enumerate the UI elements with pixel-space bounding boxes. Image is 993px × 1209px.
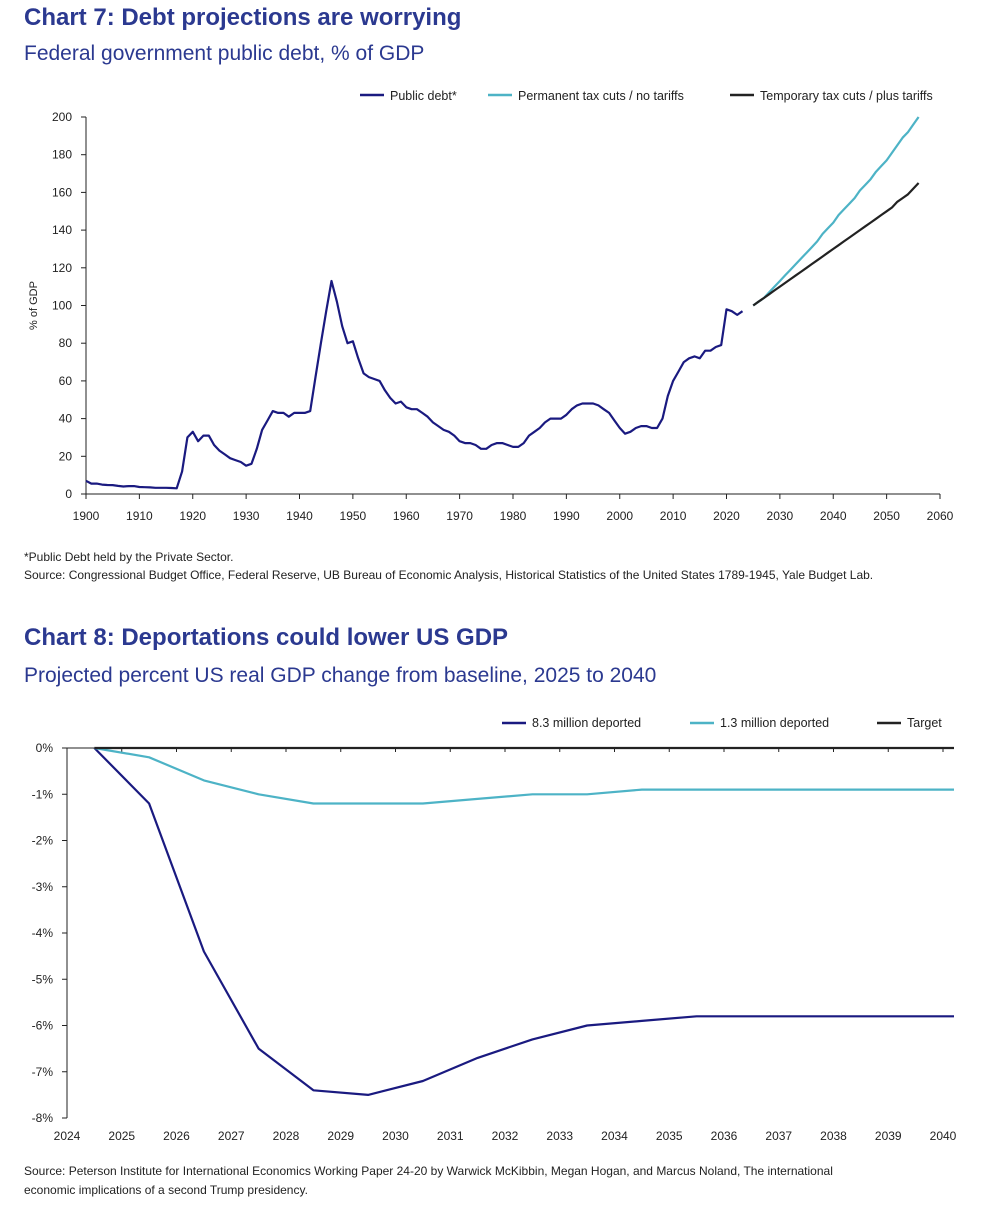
- chart7-subtitle: Federal government public debt, % of GDP: [24, 42, 425, 65]
- legend-label: 8.3 million deported: [532, 716, 641, 730]
- series-line-1: [85, 279, 744, 490]
- chart8-title: Chart 8: Deportations could lower US GDP: [24, 624, 509, 651]
- y-tick-label: 140: [52, 223, 72, 237]
- x-tick-label: 1950: [340, 509, 367, 523]
- y-tick-label: 160: [52, 185, 72, 199]
- x-tick-label: 2028: [273, 1129, 300, 1143]
- x-tick-label: 2030: [767, 509, 794, 523]
- x-tick-label: 2032: [492, 1129, 519, 1143]
- x-tick-label: 2027: [218, 1129, 245, 1143]
- chart7-footnote: *Public Debt held by the Private Sector.: [24, 550, 234, 564]
- y-tick-label: 0: [65, 487, 72, 501]
- y-tick-label: 0%: [36, 741, 54, 755]
- chart8-subtitle: Projected percent US real GDP change fro…: [24, 664, 657, 687]
- x-tick-label: 1990: [553, 509, 580, 523]
- chart8-source-line2: economic implications of a second Trump …: [24, 1183, 308, 1197]
- chart7-source: Source: Congressional Budget Office, Fed…: [24, 568, 874, 582]
- x-tick-label: 2025: [108, 1129, 135, 1143]
- x-tick-label: 2010: [660, 509, 687, 523]
- x-tick-label: 2020: [713, 509, 740, 523]
- x-tick-label: 2034: [601, 1129, 628, 1143]
- x-tick-label: 2000: [606, 509, 633, 523]
- x-tick-label: 2040: [820, 509, 847, 523]
- series-line-2: [752, 116, 920, 307]
- legend-label: Temporary tax cuts / plus tariffs: [760, 89, 933, 103]
- y-tick-label: -4%: [32, 926, 54, 940]
- legend-label: 1.3 million deported: [720, 716, 829, 730]
- x-tick-label: 2026: [163, 1129, 190, 1143]
- y-tick-label: -7%: [32, 1065, 54, 1079]
- x-tick-label: 1920: [179, 509, 206, 523]
- x-tick-label: 2036: [711, 1129, 738, 1143]
- y-tick-label: 120: [52, 261, 72, 275]
- series-line-2: [94, 746, 954, 805]
- y-tick-label: 20: [59, 449, 73, 463]
- x-tick-label: 2024: [54, 1129, 81, 1143]
- legend-label: Public debt*: [390, 89, 457, 103]
- x-tick-label: 1940: [286, 509, 313, 523]
- x-tick-label: 1970: [446, 509, 473, 523]
- legend-label: Permanent tax cuts / no tariffs: [518, 89, 684, 103]
- x-tick-label: 1980: [500, 509, 527, 523]
- x-tick-label: 1960: [393, 509, 420, 523]
- x-tick-label: 2029: [327, 1129, 354, 1143]
- y-tick-label: -3%: [32, 880, 54, 894]
- legend-label: Target: [907, 716, 942, 730]
- series-line-1: [93, 747, 954, 1096]
- chart7-title: Chart 7: Debt projections are worrying: [24, 4, 462, 31]
- x-tick-label: 2033: [546, 1129, 573, 1143]
- y-tick-label: -2%: [32, 834, 54, 848]
- x-tick-label: 2030: [382, 1129, 409, 1143]
- x-tick-label: 1910: [126, 509, 153, 523]
- y-tick-label: 100: [52, 299, 72, 313]
- x-tick-label: 2060: [927, 509, 954, 523]
- x-tick-label: 2040: [930, 1129, 957, 1143]
- y-tick-label: -6%: [32, 1019, 54, 1033]
- y-axis-title: % of GDP: [28, 281, 40, 330]
- x-tick-label: 2035: [656, 1129, 683, 1143]
- y-tick-label: -1%: [32, 787, 54, 801]
- y-tick-label: 80: [59, 336, 73, 350]
- y-tick-label: 180: [52, 148, 72, 162]
- y-tick-label: -5%: [32, 972, 54, 986]
- x-tick-label: 1930: [233, 509, 260, 523]
- y-tick-label: 60: [59, 374, 73, 388]
- y-tick-label: -8%: [32, 1111, 54, 1125]
- x-tick-label: 2039: [875, 1129, 902, 1143]
- x-tick-label: 2038: [820, 1129, 847, 1143]
- series-line-3: [752, 182, 920, 307]
- x-tick-label: 2050: [873, 509, 900, 523]
- chart8-plot: 0% -1% -2% -3% -4% -5% -6% -7% -8%2024 2025 2026 20…: [32, 716, 957, 1143]
- x-tick-label: 2031: [437, 1129, 464, 1143]
- x-tick-label: 1900: [73, 509, 100, 523]
- x-tick-label: 2037: [765, 1129, 792, 1143]
- chart8-source-line1: Source: Peterson Institute for Internati…: [24, 1164, 833, 1178]
- y-tick-label: 40: [59, 412, 73, 426]
- y-tick-label: 200: [52, 110, 72, 124]
